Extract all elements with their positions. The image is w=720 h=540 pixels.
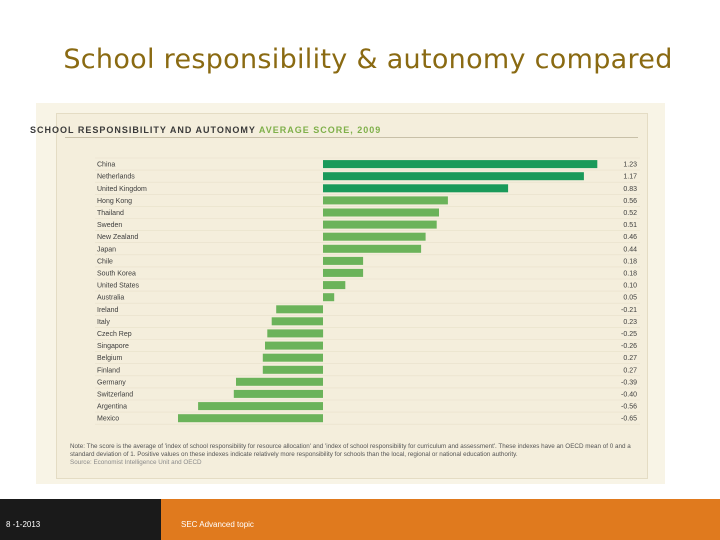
bar (236, 377, 323, 386)
value-label: -0.56 (621, 404, 637, 411)
footer-date: 8 -1-2013 (6, 520, 41, 529)
category-label: United States (97, 283, 140, 290)
value-label: 1.17 (623, 174, 637, 181)
footer-topic: SEC Advanced topic (181, 520, 254, 529)
bar (323, 184, 509, 193)
bar (271, 317, 323, 326)
value-label: 0.44 (623, 246, 637, 253)
category-label: Czech Rep (97, 331, 132, 338)
category-label: New Zealand (97, 234, 138, 241)
category-label: Mexico (97, 416, 119, 423)
category-label: Belgium (97, 355, 122, 362)
bar (262, 353, 323, 362)
bar (323, 208, 439, 217)
category-label: Germany (97, 379, 126, 386)
bar (323, 281, 346, 290)
value-label: -0.25 (621, 331, 637, 338)
category-label: Hong Kong (97, 198, 132, 205)
chart-title: SCHOOL RESPONSIBILITY AND AUTONOMY (30, 125, 256, 135)
footer-date-block (0, 499, 161, 540)
category-label: Thailand (97, 210, 124, 217)
value-label: 0.05 (623, 295, 637, 302)
bar (323, 256, 364, 265)
slide-title: School responsibility & autonomy compare… (63, 44, 673, 75)
chart-source: Source: Economist Intelligence Unit and … (70, 459, 202, 467)
bar (323, 232, 426, 241)
bar (323, 293, 335, 302)
bar (323, 244, 422, 253)
category-label: China (97, 162, 115, 169)
chart-header: SCHOOL RESPONSIBILITY AND AUTONOMY AVERA… (30, 125, 381, 135)
category-label: Chile (97, 258, 113, 265)
chart-subtitle: AVERAGE SCORE, 2009 (258, 125, 382, 135)
value-label: 0.46 (623, 234, 637, 241)
category-label: United Kingdom (97, 186, 147, 193)
value-label: -0.65 (621, 416, 637, 423)
value-label: 0.83 (623, 186, 637, 193)
category-label: Switzerland (97, 391, 133, 398)
value-label: -0.39 (621, 379, 637, 386)
value-label: 0.56 (623, 198, 637, 205)
value-label: 0.18 (623, 270, 637, 277)
category-label: Japan (97, 246, 116, 253)
chart-footnote: Note: The score is the average of 'index… (70, 443, 640, 468)
footer-bar: 8 -1-2013 SEC Advanced topic (0, 499, 720, 540)
bar (265, 341, 323, 350)
category-label: Argentina (97, 404, 127, 411)
category-label: Sweden (97, 222, 122, 229)
value-label: -0.40 (621, 391, 637, 398)
category-label: Singapore (97, 343, 129, 350)
value-label: 0.18 (623, 258, 637, 265)
bar (323, 172, 584, 181)
bar (198, 402, 323, 411)
value-label: 0.10 (623, 283, 637, 290)
value-label: 0.27 (623, 367, 637, 374)
category-label: Italy (97, 319, 110, 326)
bar (323, 196, 448, 205)
bar (262, 365, 323, 374)
bar (276, 305, 323, 314)
category-label: Finland (97, 367, 120, 374)
header-divider (65, 137, 638, 138)
value-label: 0.52 (623, 210, 637, 217)
category-label: Australia (97, 295, 124, 302)
value-label: 0.27 (623, 355, 637, 362)
value-label: 0.23 (623, 319, 637, 326)
bar (323, 160, 598, 169)
value-label: 1.23 (623, 162, 637, 169)
value-label: -0.26 (621, 343, 637, 350)
bar (267, 329, 324, 338)
category-label: Netherlands (97, 174, 135, 181)
bar (233, 389, 323, 398)
chart-note: Note: The score is the average of 'index… (70, 443, 631, 459)
category-label: South Korea (97, 270, 136, 277)
bar (323, 220, 437, 229)
bar (178, 414, 323, 423)
category-label: Ireland (97, 307, 119, 314)
value-label: 0.51 (623, 222, 637, 229)
value-label: -0.21 (621, 307, 637, 314)
bar (323, 268, 364, 277)
